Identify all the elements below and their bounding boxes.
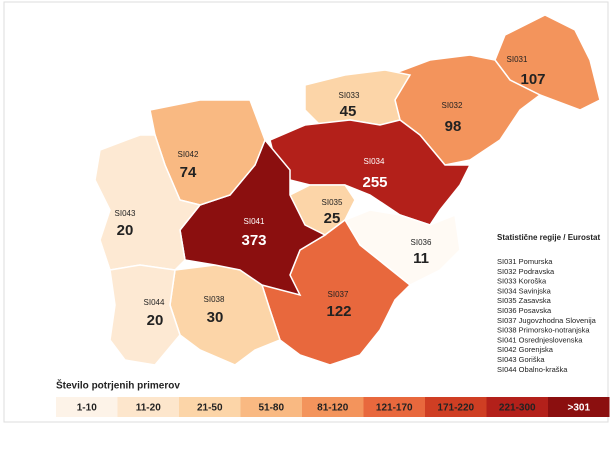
region-code: SI041 bbox=[244, 217, 265, 226]
key-title: Statistične regije / Eurostat bbox=[497, 233, 600, 242]
key-item: SI033 Koroška bbox=[497, 277, 547, 286]
key-item: SI034 Savinjska bbox=[497, 286, 552, 295]
region-value: 255 bbox=[362, 174, 387, 191]
region-code: SI042 bbox=[178, 150, 199, 159]
region-value: 30 bbox=[207, 309, 224, 326]
region-value: 20 bbox=[147, 312, 164, 329]
region-code: SI038 bbox=[204, 295, 225, 304]
key-item: SI032 Podravska bbox=[497, 267, 555, 276]
region-value: 74 bbox=[180, 164, 197, 181]
legend-label: 171-220 bbox=[437, 403, 474, 414]
key-item: SI036 Posavska bbox=[497, 306, 552, 315]
key-item: SI035 Zasavska bbox=[497, 296, 552, 305]
region-code: SI034 bbox=[364, 157, 385, 166]
region-value: 122 bbox=[326, 303, 351, 320]
key-item: SI038 Primorsko-notranjska bbox=[497, 326, 590, 335]
legend-swatch bbox=[117, 397, 179, 417]
legend-swatch bbox=[363, 397, 425, 417]
legend-swatch bbox=[56, 397, 118, 417]
legend-title: Število potrjenih primerov bbox=[56, 379, 180, 392]
region-value: 20 bbox=[117, 222, 134, 239]
legend-swatch bbox=[548, 397, 610, 417]
region-code: SI036 bbox=[411, 238, 432, 247]
region bbox=[109, 264, 181, 366]
region-code: SI033 bbox=[339, 91, 360, 100]
region-value: 25 bbox=[324, 210, 341, 227]
key-item: SI037 Jugovzhodna Slovenija bbox=[497, 316, 597, 325]
legend-label: 81-120 bbox=[317, 403, 349, 414]
region-value: 98 bbox=[445, 118, 462, 135]
region-code: SI031 bbox=[507, 55, 528, 64]
regions: SI031 107 SI032 98 SI033 45 SI034 255 SI035 25 SI0… bbox=[94, 14, 601, 366]
key-item: SI031 Pomurska bbox=[497, 257, 553, 266]
key-item: SI041 Osrednjeslovenska bbox=[497, 335, 583, 344]
legend-swatch bbox=[425, 397, 487, 417]
region bbox=[269, 119, 472, 226]
region-code: SI044 bbox=[144, 298, 165, 307]
key: Statistične regije / Eurostat SI031 Pomur… bbox=[497, 233, 600, 374]
legend-swatch bbox=[179, 397, 241, 417]
region-value: 45 bbox=[340, 103, 357, 120]
region bbox=[94, 134, 202, 271]
legend-label: 221-300 bbox=[499, 403, 536, 414]
legend-swatch bbox=[240, 397, 302, 417]
legend-label: 51-80 bbox=[258, 403, 284, 414]
region-value: 11 bbox=[413, 250, 429, 267]
legend-label: >301 bbox=[567, 403, 590, 414]
region-code: SI043 bbox=[115, 209, 136, 218]
key-item: SI042 Gorenjska bbox=[497, 345, 554, 354]
key-item: SI043 Goriška bbox=[497, 355, 545, 364]
legend-swatch bbox=[486, 397, 548, 417]
legend-label: 1-10 bbox=[77, 403, 97, 414]
key-item: SI044 Obalno-kraška bbox=[497, 365, 568, 374]
region-value: 107 bbox=[520, 71, 545, 88]
legend-label: 21-50 bbox=[197, 403, 223, 414]
legend-label: 121-170 bbox=[376, 403, 413, 414]
region-code: SI035 bbox=[322, 198, 343, 207]
legend-swatch bbox=[302, 397, 364, 417]
legend: Število potrjenih primerov 1-10 11-20 21-50… bbox=[56, 379, 610, 417]
legend-label: 11-20 bbox=[136, 403, 161, 414]
region-value: 373 bbox=[241, 232, 266, 249]
region-code: SI037 bbox=[328, 290, 349, 299]
region-code: SI032 bbox=[442, 101, 463, 110]
